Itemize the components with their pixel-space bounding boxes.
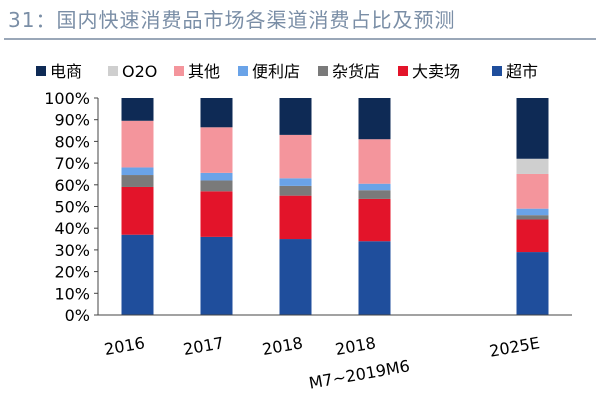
bar-segment-便利店 bbox=[200, 172, 233, 181]
bar-segment-超市 bbox=[279, 239, 312, 315]
bar-segment-便利店 bbox=[121, 167, 154, 176]
bar-segment-超市 bbox=[516, 252, 549, 315]
bar-segment-其他 bbox=[516, 173, 549, 209]
y-tick-label: 0% bbox=[65, 306, 90, 325]
bar-segment-杂货店 bbox=[516, 215, 549, 220]
legend-swatch bbox=[238, 66, 248, 76]
legend-label: 超市 bbox=[506, 62, 538, 81]
bar-stack-2025E bbox=[516, 98, 549, 315]
legend-swatch bbox=[174, 66, 184, 76]
bar-segment-电商 bbox=[121, 98, 154, 121]
y-tick-label: 90% bbox=[54, 111, 90, 130]
legend-label: 电商 bbox=[50, 62, 82, 81]
bar-segment-超市 bbox=[200, 236, 233, 315]
legend-item-便利店: 便利店 bbox=[238, 62, 300, 81]
legend-item-超市: 超市 bbox=[492, 62, 538, 81]
y-tick-label: 80% bbox=[54, 132, 90, 151]
bar-segment-电商 bbox=[200, 98, 233, 128]
legend-label: O2O bbox=[122, 62, 157, 81]
legend-swatch bbox=[36, 66, 46, 76]
y-tick-label: 40% bbox=[54, 219, 90, 238]
bar-segment-其他 bbox=[279, 134, 312, 179]
x-tick-label: 2018 bbox=[334, 333, 377, 359]
y-tick-label: 50% bbox=[54, 198, 90, 217]
bar-segment-大卖场 bbox=[200, 191, 233, 237]
x-tick-label: 2018 bbox=[261, 333, 304, 359]
bar-segment-大卖场 bbox=[516, 219, 549, 253]
bar-segment-杂货店 bbox=[358, 190, 391, 199]
bars bbox=[121, 98, 549, 315]
y-tick-label: 30% bbox=[54, 241, 90, 260]
x-tick-label: 2016 bbox=[103, 333, 146, 359]
x-tick-label: 2017 bbox=[182, 333, 225, 359]
legend-label: 其他 bbox=[188, 62, 220, 81]
bar-stack-2017 bbox=[200, 98, 233, 315]
bar-segment-超市 bbox=[358, 241, 391, 315]
bar-stack-2016 bbox=[121, 98, 154, 315]
bar-segment-超市 bbox=[121, 234, 154, 315]
legend: 电商 O2O 其他 便利店 杂货店 大卖场 超市 bbox=[36, 62, 538, 81]
legend-swatch bbox=[108, 66, 118, 76]
bar-stack-2018 bbox=[279, 98, 312, 315]
bar-segment-其他 bbox=[358, 139, 391, 184]
bar-segment-电商 bbox=[358, 98, 391, 140]
x-tick-label: M7~2019M6 bbox=[307, 356, 411, 392]
legend-swatch bbox=[398, 66, 408, 76]
bar-segment-杂货店 bbox=[279, 185, 312, 196]
bar-segment-便利店 bbox=[516, 208, 549, 216]
y-axis: 0% 10% 20% 30% 40% 50% 60% 70% 80% 90% 100% bbox=[44, 89, 99, 325]
y-tick-label: 60% bbox=[54, 176, 90, 195]
y-tick-label: 20% bbox=[54, 263, 90, 282]
legend-item-O2O: O2O bbox=[108, 62, 157, 81]
legend-item-其他: 其他 bbox=[174, 62, 220, 81]
legend-item-杂货店: 杂货店 bbox=[318, 62, 380, 81]
bar-stack-2018M7~2019M6 bbox=[358, 98, 391, 315]
y-tick-label: 70% bbox=[54, 154, 90, 173]
bar-segment-便利店 bbox=[358, 183, 391, 191]
title-divider bbox=[4, 38, 596, 40]
bar-segment-大卖场 bbox=[279, 195, 312, 240]
bar-segment-其他 bbox=[200, 127, 233, 173]
bar-segment-大卖场 bbox=[358, 198, 391, 242]
bar-segment-电商 bbox=[516, 98, 549, 159]
x-tick-label: 2025E bbox=[488, 333, 541, 361]
legend-label: 大卖场 bbox=[412, 62, 460, 81]
bar-segment-大卖场 bbox=[121, 186, 154, 235]
bar-segment-便利店 bbox=[279, 178, 312, 186]
bar-segment-O2O bbox=[516, 158, 549, 174]
y-tick-label: 100% bbox=[44, 89, 90, 108]
legend-label: 杂货店 bbox=[332, 62, 380, 81]
legend-swatch bbox=[318, 66, 328, 76]
bar-segment-杂货店 bbox=[121, 175, 154, 187]
legend-item-电商: 电商 bbox=[36, 62, 82, 81]
y-tick-label: 10% bbox=[54, 284, 90, 303]
legend-label: 便利店 bbox=[252, 62, 300, 81]
chart-title: 31：国内快速消费品市场各渠道消费占比及预测 bbox=[8, 8, 456, 32]
bar-segment-电商 bbox=[279, 98, 312, 135]
legend-swatch bbox=[492, 66, 502, 76]
bar-segment-其他 bbox=[121, 120, 154, 168]
bar-segment-杂货店 bbox=[200, 180, 233, 192]
legend-item-大卖场: 大卖场 bbox=[398, 62, 460, 81]
